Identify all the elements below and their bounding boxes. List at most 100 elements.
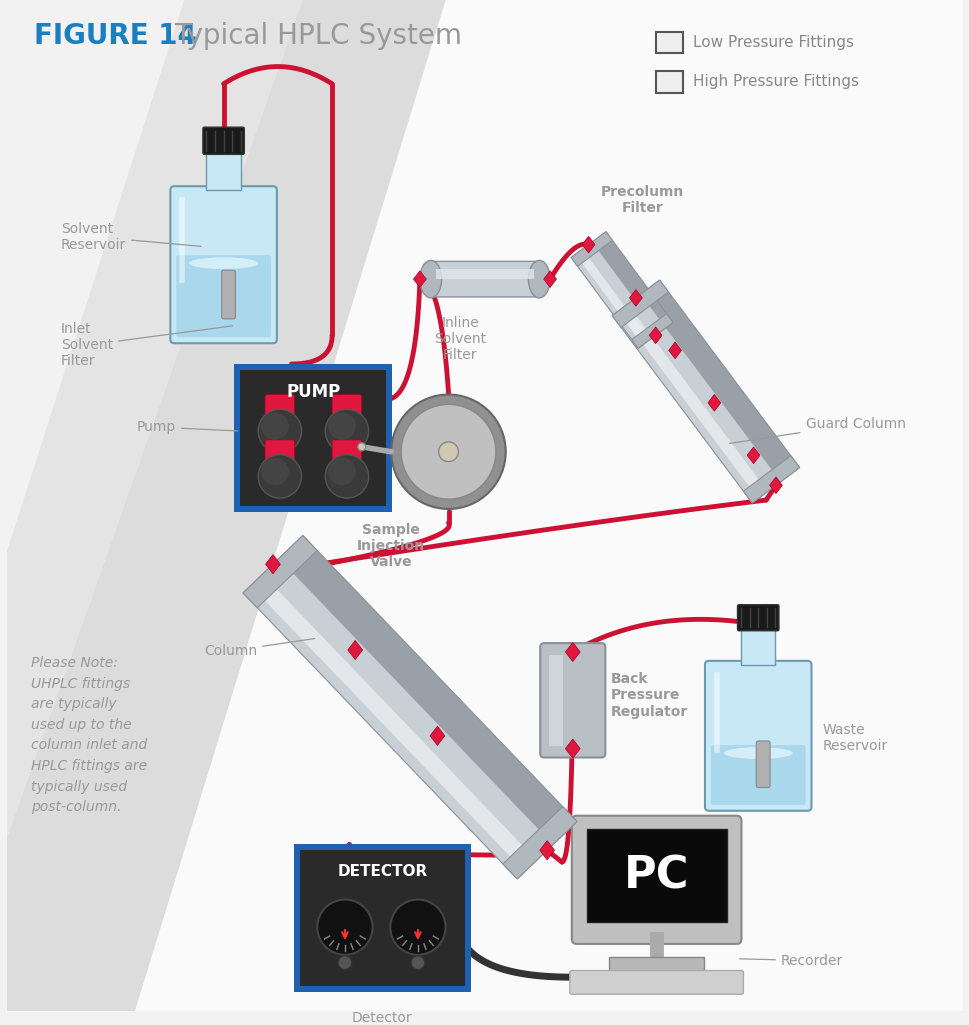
Circle shape	[438, 442, 458, 461]
Polygon shape	[502, 807, 577, 878]
Text: Low Pressure Fittings: Low Pressure Fittings	[693, 35, 854, 50]
Polygon shape	[617, 304, 766, 498]
Circle shape	[261, 412, 289, 440]
FancyBboxPatch shape	[331, 395, 361, 418]
Circle shape	[317, 900, 372, 954]
Circle shape	[328, 457, 356, 485]
FancyBboxPatch shape	[176, 255, 270, 337]
Bar	[740, 629, 774, 665]
Polygon shape	[7, 0, 962, 1011]
Polygon shape	[668, 342, 681, 359]
Polygon shape	[707, 395, 720, 411]
Polygon shape	[7, 0, 302, 838]
Bar	[435, 270, 534, 279]
FancyBboxPatch shape	[265, 440, 295, 463]
Polygon shape	[348, 641, 362, 660]
Bar	[206, 153, 240, 191]
Circle shape	[358, 443, 365, 451]
Polygon shape	[575, 249, 649, 345]
Polygon shape	[611, 294, 780, 503]
Text: FIGURE 14: FIGURE 14	[34, 23, 197, 50]
Polygon shape	[539, 840, 554, 860]
Polygon shape	[631, 280, 798, 489]
Polygon shape	[266, 535, 577, 856]
Bar	[655, 32, 682, 53]
Polygon shape	[581, 237, 594, 253]
Bar	[609, 956, 703, 971]
Ellipse shape	[189, 257, 258, 270]
Polygon shape	[648, 327, 662, 343]
FancyBboxPatch shape	[265, 395, 295, 418]
Polygon shape	[571, 232, 611, 266]
Circle shape	[258, 455, 301, 498]
FancyBboxPatch shape	[756, 741, 769, 787]
Circle shape	[411, 955, 424, 970]
FancyBboxPatch shape	[736, 605, 778, 630]
Circle shape	[391, 395, 505, 509]
Text: Inlet
Solvent
Filter: Inlet Solvent Filter	[61, 322, 233, 368]
FancyBboxPatch shape	[704, 661, 811, 811]
Polygon shape	[135, 0, 962, 1011]
Circle shape	[390, 900, 445, 954]
Polygon shape	[629, 289, 641, 306]
FancyBboxPatch shape	[171, 187, 276, 343]
Text: High Pressure Fittings: High Pressure Fittings	[693, 75, 859, 89]
Circle shape	[325, 455, 368, 498]
Text: Guard Column: Guard Column	[729, 417, 905, 444]
Polygon shape	[243, 559, 552, 878]
Polygon shape	[565, 643, 579, 661]
Text: Sample
Injection
Valve: Sample Injection Valve	[357, 523, 425, 569]
Polygon shape	[565, 739, 579, 758]
Bar	[299, 850, 465, 986]
Polygon shape	[571, 242, 659, 348]
Polygon shape	[266, 555, 280, 574]
Bar	[234, 364, 391, 511]
Text: Pump: Pump	[137, 420, 237, 434]
Circle shape	[328, 412, 356, 440]
FancyBboxPatch shape	[569, 971, 742, 994]
Polygon shape	[243, 535, 317, 608]
Polygon shape	[742, 456, 798, 503]
Circle shape	[337, 955, 352, 970]
Text: Detector: Detector	[352, 1011, 412, 1025]
Bar	[655, 71, 682, 92]
Text: Solvent
Reservoir: Solvent Reservoir	[61, 221, 201, 252]
Text: Typical HPLC System: Typical HPLC System	[174, 23, 462, 50]
Polygon shape	[746, 447, 759, 463]
Text: Inline
Solvent
Filter: Inline Solvent Filter	[434, 316, 485, 362]
Text: Recorder: Recorder	[738, 953, 842, 968]
Ellipse shape	[723, 747, 792, 758]
Bar	[548, 655, 562, 745]
Polygon shape	[7, 0, 445, 1011]
Text: Waste
Reservoir: Waste Reservoir	[822, 723, 887, 753]
Text: Back
Pressure
Regulator: Back Pressure Regulator	[610, 672, 687, 719]
Polygon shape	[544, 271, 556, 287]
Text: DETECTOR: DETECTOR	[337, 864, 427, 879]
Bar	[240, 370, 386, 506]
Bar	[586, 828, 726, 922]
Polygon shape	[584, 232, 672, 338]
Ellipse shape	[420, 260, 441, 298]
Polygon shape	[631, 314, 672, 348]
Circle shape	[258, 409, 301, 453]
Polygon shape	[429, 726, 445, 745]
Polygon shape	[611, 280, 668, 327]
Text: Precolumn
Filter: Precolumn Filter	[601, 184, 684, 215]
FancyBboxPatch shape	[571, 816, 740, 944]
FancyBboxPatch shape	[203, 127, 244, 155]
Circle shape	[325, 409, 368, 453]
Text: PUMP: PUMP	[286, 382, 340, 401]
Text: PC: PC	[623, 855, 689, 897]
Circle shape	[401, 405, 495, 499]
Text: Column: Column	[203, 639, 314, 658]
Ellipse shape	[528, 260, 549, 298]
FancyBboxPatch shape	[430, 261, 539, 297]
Text: Please Note:
UHPLC fittings
are typically
used up to the
column inlet and
HPLC f: Please Note: UHPLC fittings are typicall…	[31, 656, 147, 814]
FancyBboxPatch shape	[540, 643, 605, 757]
Polygon shape	[250, 574, 536, 871]
Circle shape	[261, 457, 289, 485]
Polygon shape	[413, 271, 425, 287]
FancyBboxPatch shape	[710, 745, 804, 805]
FancyBboxPatch shape	[331, 440, 361, 463]
Bar	[294, 845, 471, 992]
